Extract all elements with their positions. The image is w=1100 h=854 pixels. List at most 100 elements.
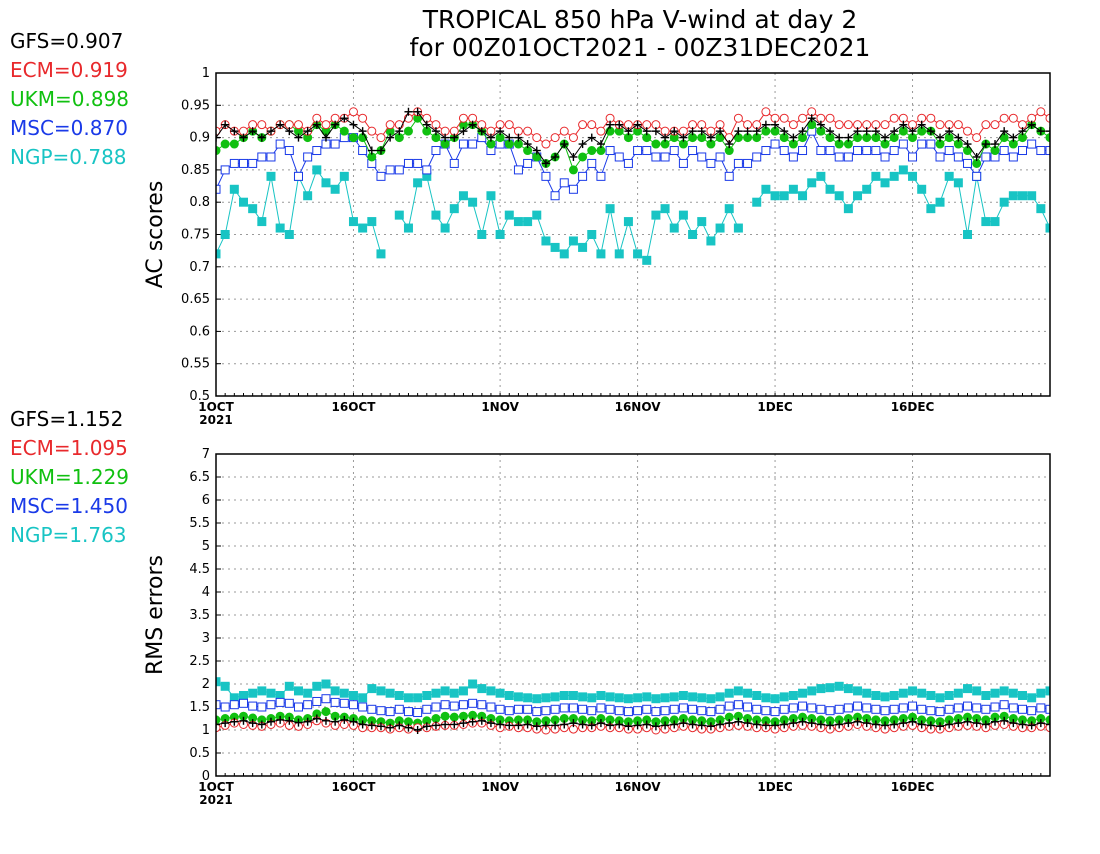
data-point-gfs bbox=[340, 114, 349, 123]
data-point-gfs bbox=[743, 127, 752, 136]
data-point-ngp bbox=[770, 694, 780, 704]
data-point-gfs bbox=[835, 720, 844, 729]
data-point-ngp bbox=[752, 691, 762, 700]
data-point-ecm bbox=[798, 113, 808, 123]
data-point-ecm bbox=[293, 120, 303, 130]
data-point-ngp bbox=[266, 688, 276, 698]
data-point-ngp bbox=[458, 686, 468, 696]
data-point-msc bbox=[477, 700, 487, 710]
data-point-msc bbox=[367, 704, 377, 714]
data-point-ngp bbox=[963, 230, 973, 239]
data-point-msc bbox=[834, 704, 844, 714]
data-point-ecm bbox=[550, 133, 560, 143]
data-point-gfs bbox=[917, 720, 926, 729]
data-point-msc bbox=[843, 152, 853, 162]
x-tick-label: 16OCT bbox=[332, 780, 377, 794]
data-point-ngp bbox=[660, 693, 670, 703]
rms-errors-panel: 0 0.5 1 1.5 2 2.5 3 3.5 4 4.5 5 5.5 6 6.5 7 1OCT 16OCT 1N… bbox=[10, 407, 1051, 807]
data-point-ecm bbox=[935, 120, 945, 130]
data-point-ngp bbox=[348, 691, 358, 700]
data-point-ngp bbox=[798, 191, 808, 201]
data-point-ngp bbox=[358, 693, 368, 703]
data-point-msc bbox=[761, 706, 771, 716]
data-point-gfs bbox=[963, 140, 972, 149]
data-point-gfs bbox=[441, 133, 450, 142]
data-point-ngp bbox=[578, 242, 588, 252]
data-point-msc bbox=[706, 707, 716, 717]
data-point-ngp bbox=[220, 230, 230, 239]
data-point-gfs bbox=[688, 720, 697, 729]
data-point-ngp bbox=[449, 204, 459, 214]
data-point-gfs bbox=[981, 720, 990, 729]
data-point-ngp bbox=[761, 693, 771, 703]
data-point-ngp bbox=[688, 692, 698, 702]
data-point-ngp bbox=[1008, 191, 1018, 201]
data-point-gfs bbox=[807, 719, 816, 728]
data-point-msc bbox=[963, 158, 973, 168]
data-point-msc bbox=[275, 697, 285, 707]
data-point-ngp bbox=[761, 184, 771, 194]
data-point-ngp bbox=[385, 688, 395, 698]
data-point-ecm bbox=[953, 120, 963, 130]
data-point-ngp bbox=[788, 691, 798, 700]
data-point-ngp bbox=[633, 693, 643, 703]
data-point-msc bbox=[431, 146, 441, 156]
data-point-gfs bbox=[349, 120, 358, 129]
data-point-ngp bbox=[651, 210, 661, 220]
data-point-gfs bbox=[303, 717, 312, 726]
data-point-gfs bbox=[624, 127, 633, 136]
data-point-msc bbox=[678, 158, 688, 168]
data-point-ngp bbox=[779, 692, 789, 702]
data-point-msc bbox=[623, 158, 633, 168]
data-point-ecm bbox=[587, 120, 597, 130]
data-point-gfs bbox=[954, 133, 963, 142]
data-point-ngp bbox=[999, 197, 1009, 207]
data-point-gfs bbox=[798, 127, 807, 136]
data-point-gfs bbox=[312, 120, 321, 129]
data-point-gfs bbox=[239, 716, 248, 725]
data-point-ngp bbox=[216, 677, 221, 687]
data-point-ngp bbox=[834, 681, 844, 691]
data-point-gfs bbox=[331, 717, 340, 726]
data-point-ngp bbox=[843, 684, 853, 694]
data-point-msc bbox=[999, 700, 1009, 710]
data-point-msc bbox=[1036, 703, 1046, 713]
data-point-gfs bbox=[991, 140, 1000, 149]
data-point-ngp bbox=[614, 249, 624, 259]
data-point-msc bbox=[220, 165, 230, 175]
data-point-msc bbox=[394, 704, 404, 714]
data-point-msc bbox=[486, 702, 496, 712]
data-point-gfs bbox=[670, 127, 679, 136]
y-tick-label: 0.7 bbox=[189, 260, 210, 275]
data-point-gfs bbox=[1036, 719, 1045, 728]
data-point-gfs bbox=[615, 720, 624, 729]
data-point-ecm bbox=[843, 120, 853, 130]
data-point-msc bbox=[468, 698, 478, 708]
data-point-msc bbox=[376, 706, 386, 716]
data-point-msc bbox=[853, 146, 863, 156]
data-point-gfs bbox=[294, 133, 303, 142]
y-tick-label: 3.5 bbox=[189, 608, 210, 623]
data-point-ngp bbox=[550, 242, 560, 252]
data-point-ecm bbox=[568, 133, 578, 143]
data-point-ukm bbox=[568, 165, 578, 175]
data-point-msc bbox=[788, 152, 798, 162]
data-point-msc bbox=[779, 146, 789, 156]
data-point-gfs bbox=[587, 133, 596, 142]
data-point-ngp bbox=[422, 691, 432, 700]
data-point-msc bbox=[559, 178, 569, 188]
data-point-msc bbox=[284, 698, 294, 708]
data-point-ngp bbox=[1036, 688, 1046, 698]
data-point-ngp bbox=[303, 688, 313, 698]
data-point-ngp bbox=[559, 249, 569, 259]
data-point-ngp bbox=[376, 249, 386, 259]
x-tick-label: 16DEC bbox=[891, 400, 935, 414]
data-point-msc bbox=[312, 696, 322, 706]
data-point-ukm bbox=[1045, 133, 1050, 143]
data-point-msc bbox=[550, 704, 560, 714]
data-point-ngp bbox=[889, 691, 899, 700]
data-point-gfs bbox=[725, 719, 734, 728]
data-point-ngp bbox=[257, 217, 267, 227]
data-point-msc bbox=[266, 152, 276, 162]
data-point-gfs bbox=[670, 720, 679, 729]
